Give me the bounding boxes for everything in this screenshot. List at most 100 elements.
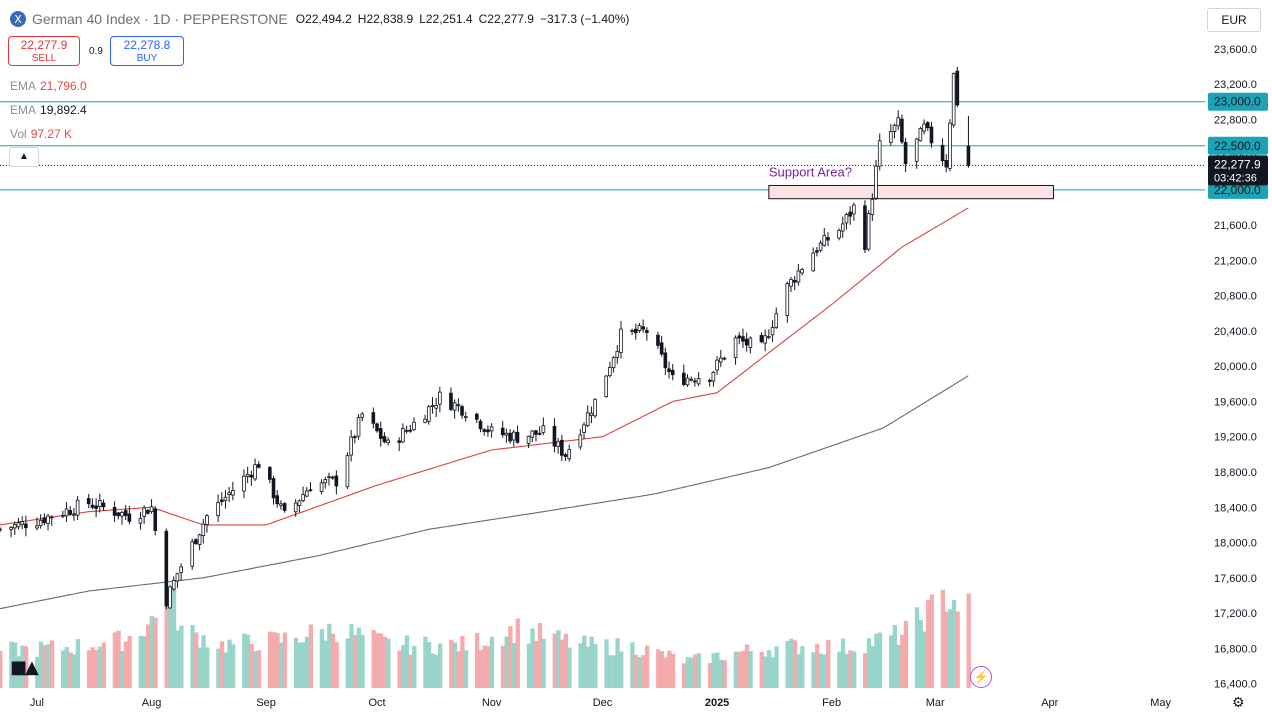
candle-body — [412, 421, 416, 430]
volume-bar — [190, 625, 195, 688]
candle-body — [231, 490, 235, 496]
indicator-ema-fast[interactable]: EMA 21,796.0 — [10, 79, 87, 93]
candle-body — [534, 430, 538, 435]
last-price-label-bg — [1208, 155, 1268, 186]
candle-body — [966, 145, 971, 166]
volume-bar — [194, 632, 199, 688]
y-tick-label: 16,800.0 — [1214, 643, 1257, 655]
volume-bar — [12, 642, 18, 688]
indicator-volume[interactable]: Vol 97.27 K — [10, 127, 72, 141]
volume-bar — [449, 639, 454, 688]
volume-bar — [611, 655, 617, 688]
candle-body — [164, 530, 169, 607]
candle-body — [486, 429, 490, 433]
candle-body — [371, 412, 376, 424]
candle-body — [796, 270, 801, 283]
candle-body — [585, 412, 590, 426]
x-tick-label: Jul — [30, 697, 44, 709]
low-key: L — [419, 12, 426, 26]
x-tick-label: Oct — [368, 697, 385, 709]
volume-bar — [271, 632, 276, 688]
candle-body — [696, 378, 701, 385]
low-value: 22,251.4 — [425, 12, 473, 26]
volume-bar — [179, 625, 184, 688]
volume-bar — [667, 650, 672, 688]
candle-body — [748, 337, 753, 349]
volume-bar — [175, 630, 180, 688]
candle-body — [327, 476, 331, 479]
candle-body — [877, 140, 882, 167]
volume-bar — [101, 642, 106, 688]
candle-body — [375, 423, 379, 432]
volume-bar — [815, 643, 820, 688]
candle-body — [72, 513, 76, 516]
candle-body — [434, 405, 438, 409]
candle-body — [360, 413, 365, 418]
open-key: O — [295, 12, 306, 26]
candle-body — [840, 223, 845, 232]
volume-bar — [460, 635, 465, 688]
candle-body — [744, 338, 749, 346]
candle-body — [922, 123, 926, 132]
indicator-value: 19,892.4 — [40, 103, 87, 117]
price-change: −317.3 (−1.40%) — [539, 12, 630, 26]
candle-body — [530, 430, 535, 438]
candle-body — [903, 141, 908, 164]
candle-body — [526, 435, 531, 444]
sell-button[interactable]: 22,277.9 SELL — [8, 36, 80, 66]
volume-bar — [253, 651, 258, 688]
volume-bar — [330, 633, 336, 688]
volume-bar — [120, 651, 125, 688]
volume-bar — [955, 611, 960, 688]
volume-bar — [9, 641, 14, 688]
volume-bar — [951, 599, 957, 688]
volume-bar — [737, 651, 742, 688]
volume-bar — [822, 654, 827, 688]
volume-bar — [585, 646, 591, 688]
candle-body — [301, 494, 305, 501]
volume-bar — [537, 622, 543, 688]
y-tick-label: 17,600.0 — [1214, 573, 1257, 585]
y-tick-label: 20,400.0 — [1214, 326, 1257, 338]
indicator-ema-slow[interactable]: EMA 19,892.4 — [10, 103, 87, 117]
candle-body — [353, 436, 357, 439]
gear-icon[interactable]: ⚙ — [1232, 694, 1245, 710]
volume-bar — [334, 642, 339, 688]
candle-body — [707, 379, 712, 382]
collapse-legend-button[interactable]: ▲ — [9, 147, 39, 167]
volume-bar — [541, 638, 546, 688]
volume-bar — [637, 657, 642, 688]
lightning-icon[interactable]: ⚡ — [970, 666, 992, 688]
volume-bar — [659, 651, 665, 688]
volume-bar — [404, 635, 410, 688]
volume-bar — [877, 632, 883, 688]
candle-body — [670, 369, 675, 376]
symbol-title[interactable]: German 40 Index · 1D · PEPPERSTONE — [32, 11, 288, 27]
volume-bar — [489, 636, 495, 688]
volume-bar — [308, 624, 313, 688]
volume-bar — [327, 623, 332, 688]
volume-bar — [138, 635, 143, 688]
volume-bar — [482, 645, 487, 688]
candle-body — [175, 573, 180, 582]
high-value: 22,838.9 — [366, 12, 414, 26]
volume-bar — [301, 642, 306, 688]
buy-button[interactable]: 22,278.8 BUY — [110, 36, 184, 66]
countdown-label: 03:42:36 — [1214, 172, 1257, 184]
volume-bar — [645, 645, 650, 688]
candle-body — [430, 405, 435, 407]
candle-body — [268, 466, 272, 480]
candle-body — [386, 439, 390, 444]
volume-bar — [205, 647, 210, 688]
indicator-value: 97.27 K — [30, 127, 73, 141]
candle-body — [811, 252, 815, 272]
candle-body — [216, 502, 220, 517]
ohlc-low: L22,251.4 — [419, 12, 472, 26]
volume-bar — [800, 646, 805, 688]
candle-body — [249, 474, 254, 478]
x-tick-label: Sep — [256, 697, 276, 709]
high-key: H — [357, 12, 367, 26]
x-tick-label: Feb — [822, 697, 841, 709]
currency-select[interactable]: EUR — [1207, 8, 1261, 32]
